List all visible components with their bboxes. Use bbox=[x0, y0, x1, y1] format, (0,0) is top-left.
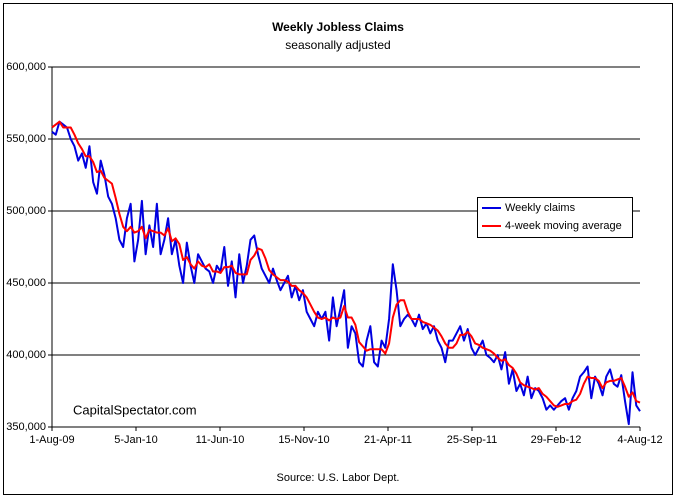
chart-border bbox=[3, 3, 673, 495]
chart-subtitle: seasonally adjusted bbox=[285, 38, 390, 52]
x-tick-label: 25-Sep-11 bbox=[447, 434, 498, 446]
y-tick-label: 500,000 bbox=[6, 205, 46, 217]
legend-label: Weekly claims bbox=[505, 202, 576, 214]
y-tick-label: 400,000 bbox=[6, 349, 46, 361]
x-tick-label: 4-Aug-12 bbox=[617, 434, 662, 446]
legend-label: 4-week moving average bbox=[505, 220, 622, 232]
x-tick-label: 29-Feb-12 bbox=[531, 434, 582, 446]
x-tick-label: 21-Apr-11 bbox=[364, 434, 412, 446]
source-note: Source: U.S. Labor Dept. bbox=[277, 472, 400, 484]
y-tick-label: 350,000 bbox=[6, 421, 46, 433]
x-tick-label: 5-Jan-10 bbox=[114, 434, 157, 446]
series-line bbox=[51, 120, 641, 408]
x-tick-label: 1-Aug-09 bbox=[29, 434, 74, 446]
x-tick-label: 11-Jun-10 bbox=[196, 434, 245, 446]
y-tick-label: 450,000 bbox=[6, 277, 46, 289]
chart-title: Weekly Jobless Claims bbox=[272, 20, 404, 34]
x-tick-label: 15-Nov-10 bbox=[278, 434, 329, 446]
annotation: CapitalSpectator.com bbox=[73, 402, 197, 417]
y-tick-label: 550,000 bbox=[6, 133, 46, 145]
legend-box bbox=[477, 197, 633, 238]
y-tick-label: 600,000 bbox=[6, 61, 46, 73]
